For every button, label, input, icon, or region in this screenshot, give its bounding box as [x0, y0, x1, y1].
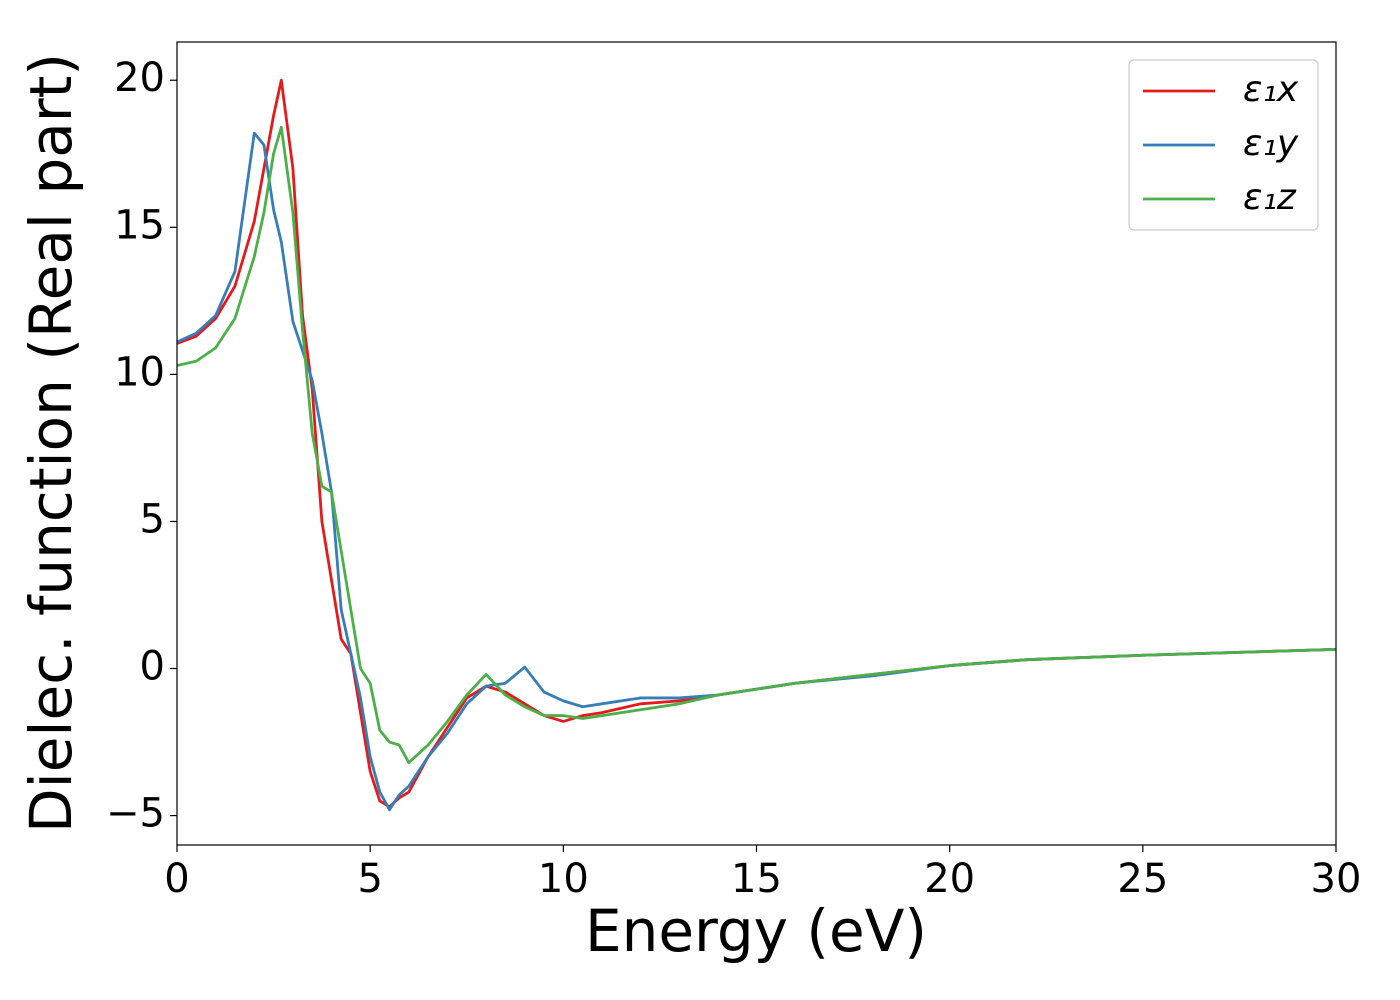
y-tick-label: −5	[106, 791, 165, 837]
legend-label: ε₁z	[1243, 177, 1297, 218]
legend: ε₁x ε₁y ε₁z	[1128, 59, 1319, 231]
y-tick-label: 20	[114, 55, 165, 101]
data-line	[177, 125, 1336, 765]
y-tick-label: 5	[140, 496, 165, 542]
legend-box	[1128, 59, 1319, 231]
x-tick-label: 30	[1311, 856, 1362, 902]
y-tick-label: 15	[114, 202, 165, 248]
x-tick-label: 25	[1117, 856, 1168, 902]
x-tick-label: 20	[924, 856, 975, 902]
x-tick-label: 15	[731, 856, 782, 902]
plot-frame	[176, 41, 1337, 846]
y-tick-label: 10	[114, 349, 165, 395]
legend-label: ε₁x	[1243, 69, 1299, 110]
x-axis-label: Energy (eV)	[585, 897, 927, 965]
y-tick-label: 0	[140, 644, 165, 690]
y-axis-label: Dielec. function (Real part)	[17, 53, 85, 833]
x-tick-label: 10	[538, 856, 589, 902]
data-line	[177, 131, 1336, 812]
x-tick-label: 0	[164, 856, 189, 902]
legend-label: ε₁y	[1243, 123, 1299, 164]
x-tick-label: 5	[357, 856, 382, 902]
